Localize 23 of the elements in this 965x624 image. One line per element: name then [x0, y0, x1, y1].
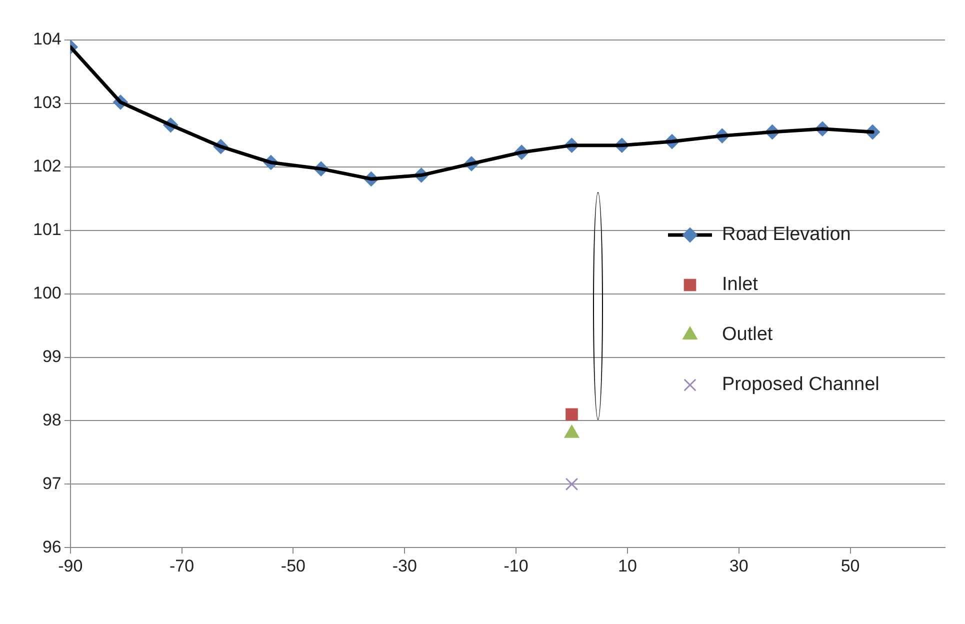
y-tick-label: 103 — [32, 93, 62, 112]
x-tick-label: -50 — [280, 556, 306, 576]
legend-label: Inlet — [722, 274, 759, 296]
y-tick-label: 99 — [42, 346, 62, 366]
y-tick-label: 98 — [42, 410, 62, 430]
x-tick-label: 50 — [840, 556, 860, 576]
point — [566, 408, 578, 421]
x-tick-label: -90 — [58, 556, 83, 576]
x-tick-label: 10 — [618, 556, 637, 576]
legend-label: Road Elevation — [722, 224, 851, 246]
legend-label: Proposed Channel — [722, 374, 880, 396]
y-tick-label: 100 — [32, 283, 62, 302]
y-tick-label: 101 — [32, 220, 62, 240]
y-tick-label: 104 — [32, 30, 62, 49]
point — [565, 478, 578, 491]
x-tick-label: -30 — [392, 556, 417, 576]
y-tick-label: 96 — [42, 537, 62, 556]
y-tick-label: 97 — [42, 474, 62, 493]
y-tick-label: 102 — [32, 156, 62, 176]
x-tick-label: -70 — [169, 556, 194, 576]
x-tick-label: 30 — [729, 556, 748, 576]
legend-label: Outlet — [722, 324, 774, 346]
x-tick-label: -10 — [504, 556, 528, 576]
